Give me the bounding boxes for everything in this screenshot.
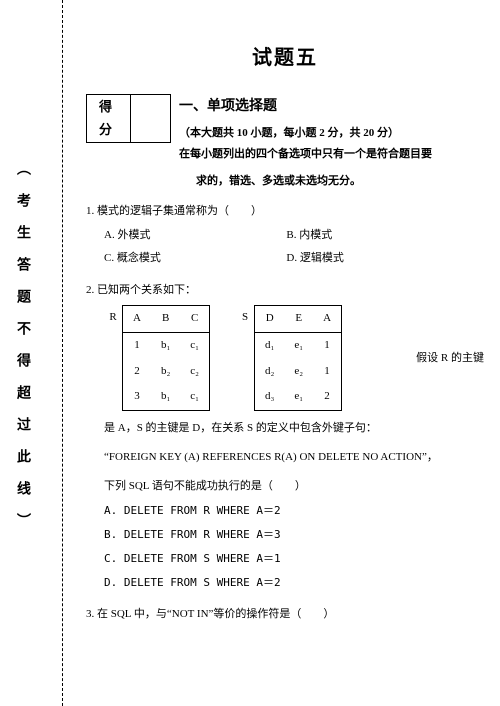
exam-content: 试题五 得分 一、单项选择题 （本大题共 10 小题，每小题 2 分，共 20 … bbox=[86, 40, 484, 629]
s-col-0: D bbox=[255, 306, 285, 333]
s-cell: 1 bbox=[313, 332, 341, 358]
r-cell: c₁ bbox=[180, 384, 209, 410]
section-desc-2: 在每小题列出的四个备选项中只有一个是符合题目要 bbox=[179, 144, 484, 165]
s-cell: d₃ bbox=[255, 384, 285, 410]
r-col-0: A bbox=[123, 306, 151, 333]
page-title: 试题五 bbox=[86, 40, 484, 76]
s-cell: 2 bbox=[313, 384, 341, 410]
score-label: 得分 bbox=[87, 95, 131, 143]
q1-opt-a: A. 外模式 bbox=[104, 226, 286, 246]
q2-opt-a: A. DELETE FROM R WHERE A＝2 bbox=[104, 499, 484, 523]
s-cell: d₁ bbox=[255, 332, 285, 358]
s-cell: e₁ bbox=[284, 384, 313, 410]
q2-opt-c: C. DELETE FROM S WHERE A＝1 bbox=[104, 547, 484, 571]
relation-r: A B C 1 b₁ c₁ 2 b₂ c₂ 3 b₁ c₁ bbox=[122, 305, 210, 411]
q2-stem: 2. 已知两个关系如下： bbox=[86, 281, 484, 301]
rel-r-label: R bbox=[104, 305, 122, 328]
score-box: 得分 bbox=[86, 94, 171, 143]
q2-para1: 是 A，S 的主键是 D，在关系 S 的定义中包含外键子句： bbox=[104, 417, 484, 440]
r-col-2: C bbox=[180, 306, 209, 333]
s-cell: e₁ bbox=[284, 332, 313, 358]
q2-para3: 下列 SQL 语句不能成功执行的是（ ） bbox=[104, 475, 484, 498]
relation-s: D E A d₁ e₁ 1 d₂ e₂ 1 d₃ e₁ 2 bbox=[254, 305, 342, 411]
q2-para2: “FOREIGN KEY (A) REFERENCES R(A) ON DELE… bbox=[104, 446, 484, 469]
q2-opt-d: D. DELETE FROM S WHERE A＝2 bbox=[104, 571, 484, 595]
q3-stem: 3. 在 SQL 中，与“NOT IN”等价的操作符是（ ） bbox=[86, 605, 484, 625]
r-cell: c₂ bbox=[180, 359, 209, 385]
q2-opt-b: B. DELETE FROM R WHERE A＝3 bbox=[104, 523, 484, 547]
binding-margin-note: （考生答题不得超过此线） bbox=[12, 161, 32, 545]
r-cell: 1 bbox=[123, 332, 151, 358]
r-cell: 3 bbox=[123, 384, 151, 410]
s-col-2: A bbox=[313, 306, 341, 333]
r-col-1: B bbox=[151, 306, 180, 333]
section-desc-3: 求的，错选、多选或未选均无分。 bbox=[196, 171, 484, 192]
section-heading: 一、单项选择题 bbox=[179, 94, 484, 119]
q1-opt-d: D. 逻辑模式 bbox=[286, 249, 468, 269]
rel-s-label: S bbox=[236, 305, 254, 328]
q1-opt-c: C. 概念模式 bbox=[104, 249, 286, 269]
r-cell: b₁ bbox=[151, 332, 180, 358]
r-cell: 2 bbox=[123, 359, 151, 385]
s-cell: 1 bbox=[313, 359, 341, 385]
q1-stem: 1. 模式的逻辑子集通常称为（ ） bbox=[86, 202, 484, 222]
q2-aside: 假设 R 的主键 bbox=[416, 305, 484, 369]
r-cell: b₂ bbox=[151, 359, 180, 385]
s-cell: d₂ bbox=[255, 359, 285, 385]
binding-dashed-line bbox=[62, 0, 63, 706]
section-desc-1: （本大题共 10 小题，每小题 2 分，共 20 分） bbox=[179, 123, 484, 144]
s-col-1: E bbox=[284, 306, 313, 333]
score-blank bbox=[131, 95, 171, 143]
r-cell: b₁ bbox=[151, 384, 180, 410]
r-cell: c₁ bbox=[180, 332, 209, 358]
s-cell: e₂ bbox=[284, 359, 313, 385]
q1-opt-b: B. 内模式 bbox=[286, 226, 468, 246]
